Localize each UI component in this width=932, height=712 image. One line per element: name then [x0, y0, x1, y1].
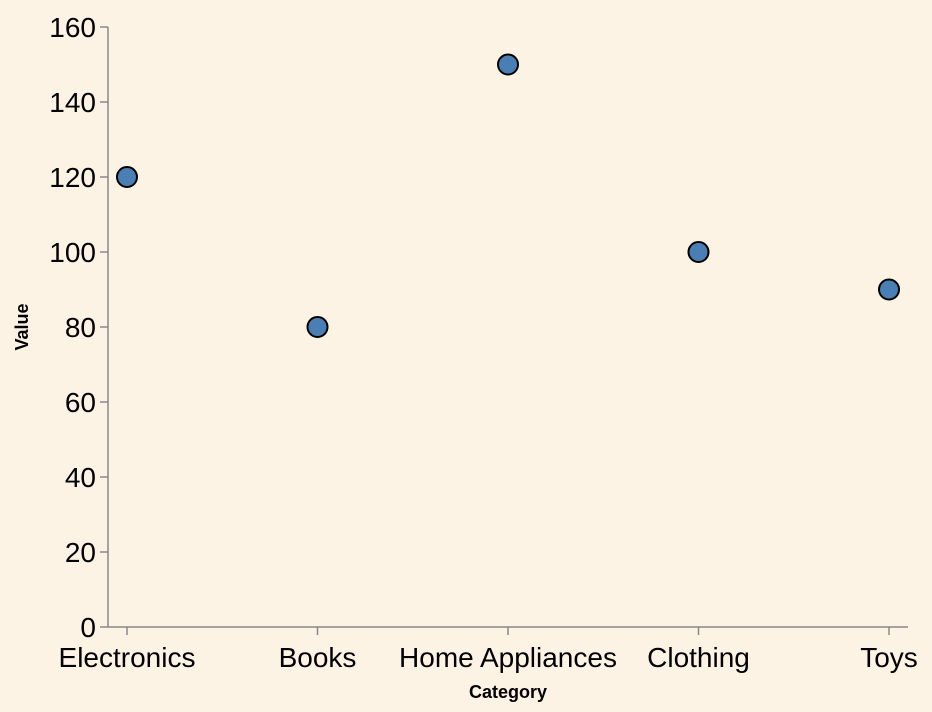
y-tick-label: 100 [49, 237, 96, 268]
x-tick-label: Clothing [647, 642, 750, 673]
y-tick-label: 120 [49, 162, 96, 193]
y-tick-label: 160 [49, 12, 96, 43]
data-point [306, 316, 329, 338]
y-tick-label: 0 [80, 612, 96, 643]
y-tick-label: 80 [65, 312, 96, 343]
data-point [878, 278, 900, 301]
data-point [497, 53, 519, 76]
x-tick-label: Books [279, 642, 357, 673]
y-axis: 0 20 40 60 80 100 120 140 160 [49, 12, 109, 643]
x-tick-label: Toys [860, 642, 918, 673]
y-tick-label: 60 [65, 387, 96, 418]
data-point [687, 241, 710, 263]
data-point [116, 166, 138, 188]
y-tick-label: 140 [49, 87, 96, 118]
x-tick-label: Electronics [59, 642, 196, 673]
x-axis-title: Category [469, 682, 547, 702]
data-points [116, 53, 900, 338]
y-tick-label: 40 [65, 462, 96, 493]
x-axis: Electronics Books Home Appliances Clothing T… [59, 626, 918, 673]
y-axis-title: Value [12, 303, 32, 350]
y-tick-label: 20 [65, 537, 96, 568]
x-tick-label: Home Appliances [399, 642, 617, 673]
